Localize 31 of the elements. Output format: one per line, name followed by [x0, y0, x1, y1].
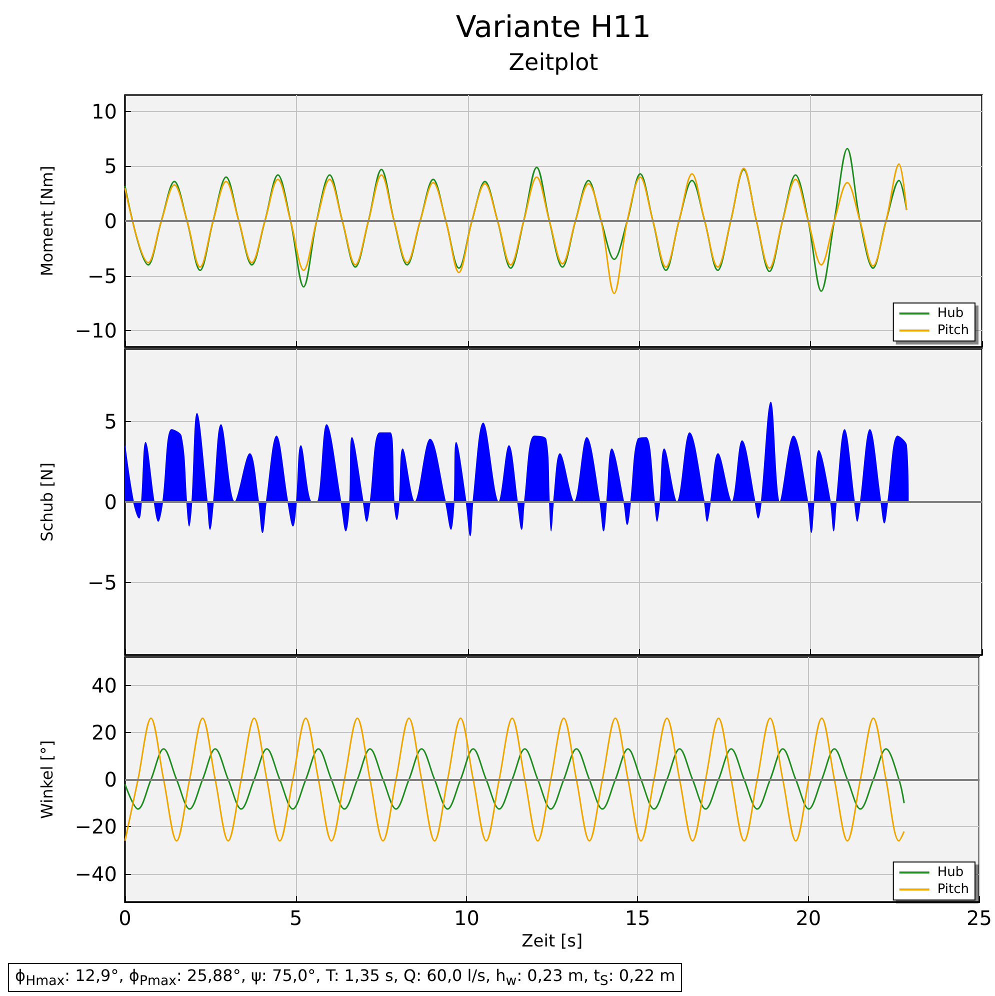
chart-subtitle: Zeitplot: [508, 50, 600, 76]
y-tick-label: 0: [104, 490, 117, 514]
x-tick-label: 25: [966, 906, 992, 930]
x-tick-label: 15: [624, 906, 650, 930]
text: ϕ$_{Hmax}$: 12,9°, ϕ$_{Pmax}$: 25,88°, ψ: 75,0°, T: 1,35 s, Q: 60,0 l/s, h$_{w}$: 0,23 m, t$_{S}$: 0,22 m: [15, 966, 676, 990]
chart-title: Variante H11: [454, 10, 652, 45]
legend-label: Hub: [937, 865, 964, 880]
y-tick-label: −5: [88, 570, 117, 595]
y-tick-label: 5: [104, 154, 117, 178]
legend-label: Pitch: [937, 323, 970, 338]
x-tick-label: 10: [454, 906, 480, 930]
y-axis-title: Moment [Nm]: [38, 166, 56, 276]
y-tick-label: 20: [92, 720, 117, 744]
x-tick-label: 20: [796, 906, 822, 930]
y-tick-label: 40: [92, 673, 117, 698]
y-axis-title: Winkel [°]: [38, 740, 56, 819]
y-tick-label: −20: [74, 814, 117, 839]
line-series: [124, 718, 905, 842]
y-tick-label: 10: [92, 99, 117, 124]
x-tick-label: 5: [289, 906, 302, 930]
y-tick-label: −5: [88, 264, 117, 288]
y-axis-title: Schub [N]: [38, 462, 56, 542]
legend-label: Hub: [937, 306, 964, 321]
legend-label: Pitch: [937, 882, 970, 897]
y-tick-label: −40: [74, 862, 117, 886]
y-tick-label: −10: [74, 318, 117, 343]
x-axis-title: Zeit [s]: [522, 932, 583, 952]
line-series: [124, 748, 905, 810]
y-tick-label: 0: [104, 209, 117, 233]
y-tick-label: 0: [104, 768, 117, 792]
y-tick-label: 5: [104, 409, 117, 434]
